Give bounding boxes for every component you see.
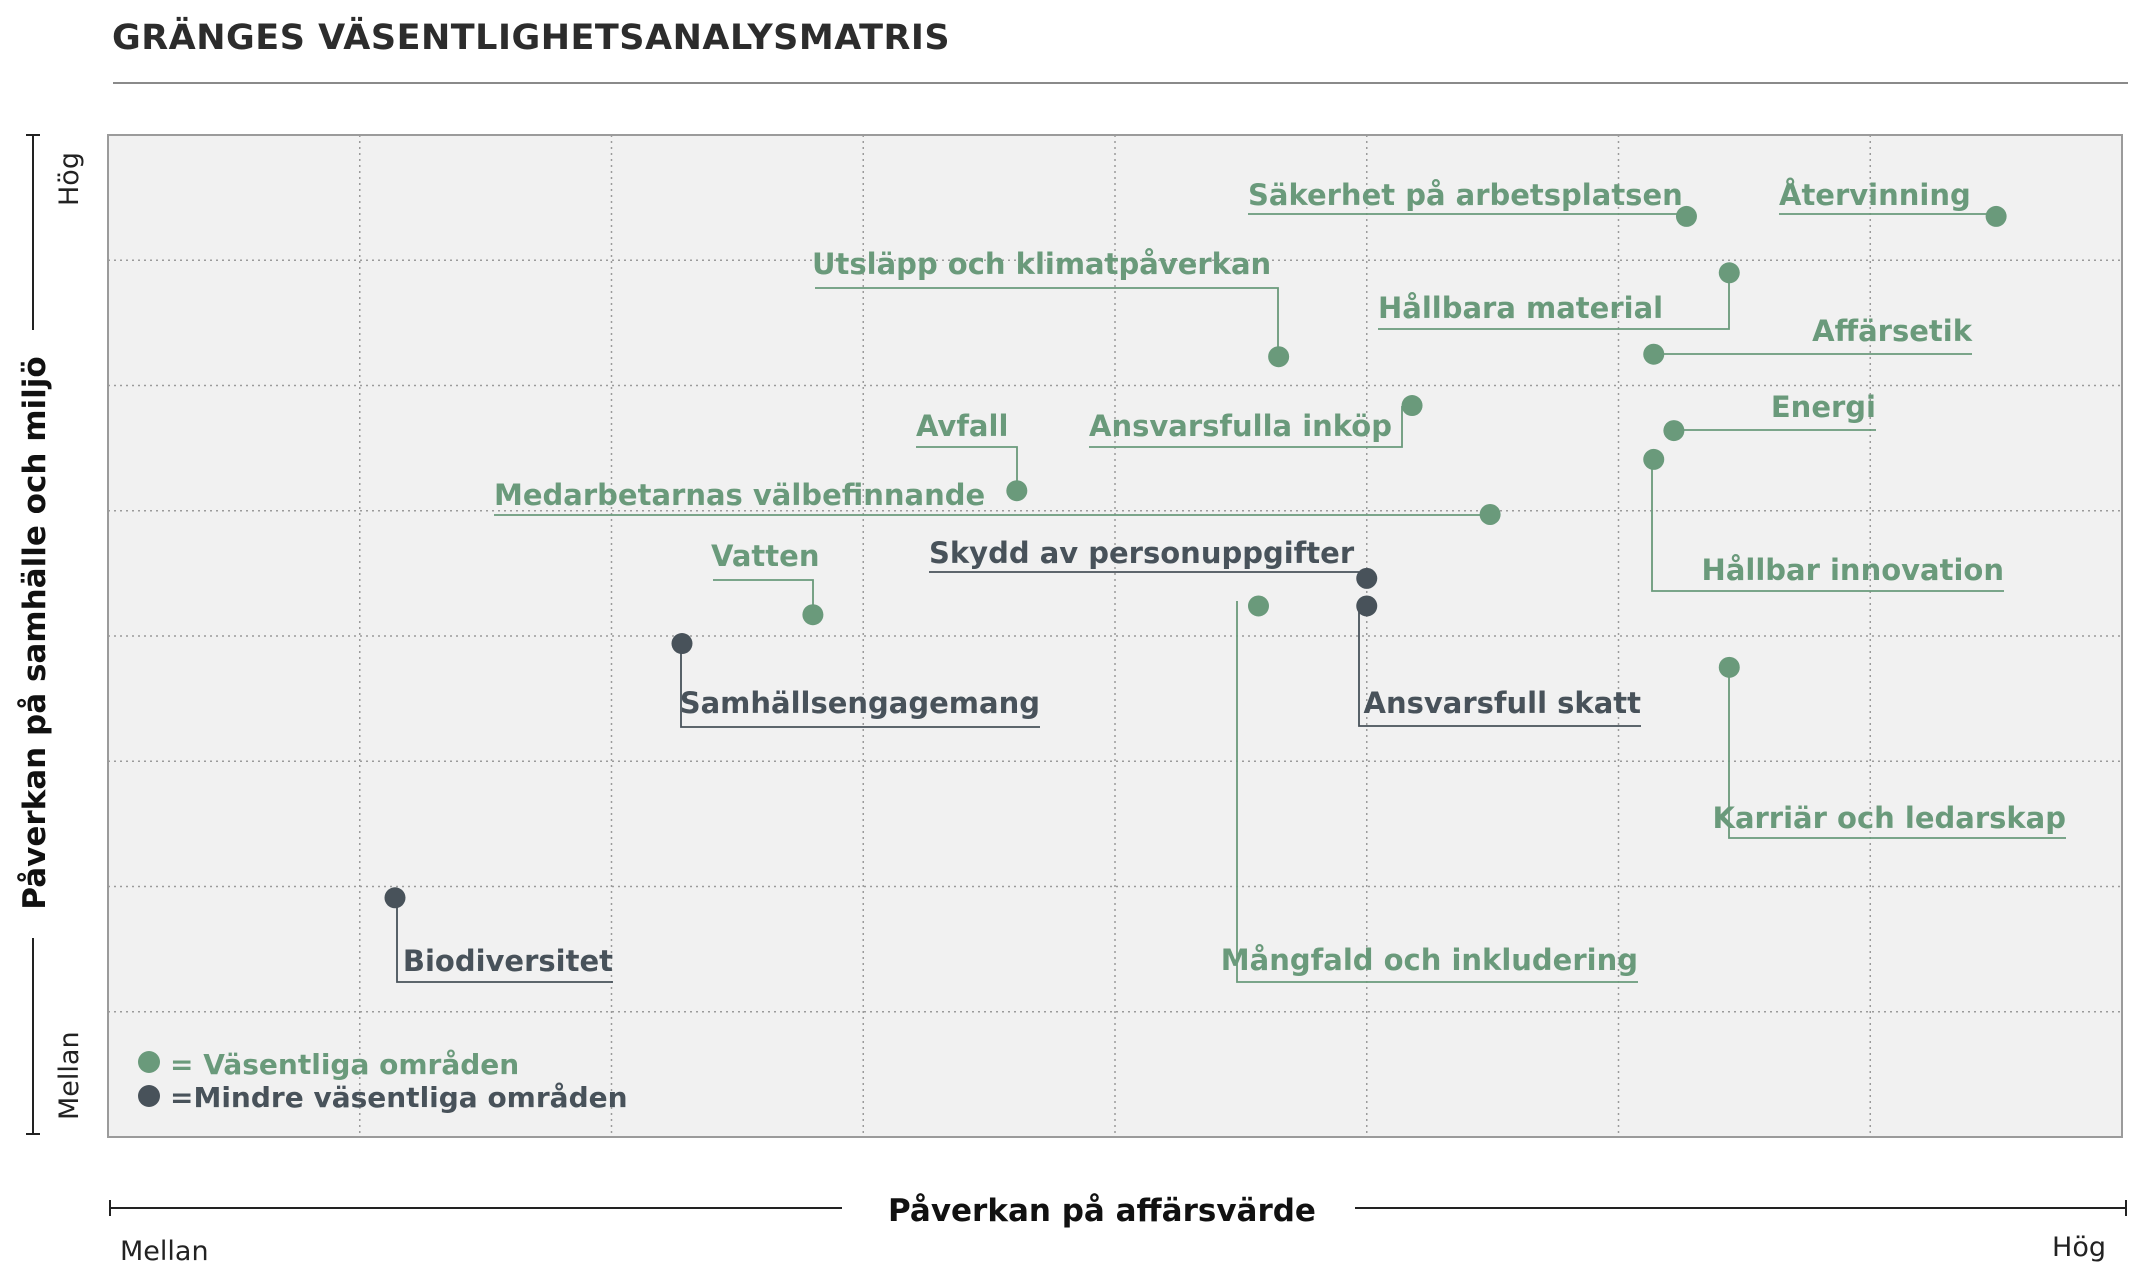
label-energi: Energi: [1771, 390, 1876, 424]
legend: = Väsentliga områden =Mindre väsentliga …: [138, 1048, 628, 1114]
point-hallbar-innovation: [1643, 448, 1665, 470]
legend-dot-less-material: [138, 1085, 160, 1107]
leader-line-utslapp-och-klimatpaverkan: [815, 287, 1279, 357]
chart-title: GRÄNGES VÄSENTLIGHETSANALYSMATRIS: [112, 16, 950, 58]
point-affarsetik: [1643, 343, 1665, 365]
x-axis-title: Påverkan på affärsvärde: [888, 1193, 1316, 1229]
label-biodiversitet: Biodiversitet: [403, 944, 613, 978]
label-samhallsengagemang: Samhällsengagemang: [680, 686, 1040, 720]
label-vatten: Vatten: [711, 539, 819, 573]
y-axis-title: Påverkan på samhälle och miljö: [17, 356, 53, 909]
leader-line-avfall: [916, 446, 1018, 490]
y-axis: [26, 134, 40, 1135]
x-tick-mid: Mellan: [120, 1236, 209, 1267]
point-mangfald-och-inkludering: [1247, 595, 1269, 617]
x-axis: [109, 1200, 2127, 1216]
leader-line-sakerhet-pa-arbetsplatsen: [1248, 213, 1686, 215]
point-karriar-och-ledarskap: [1718, 656, 1740, 678]
point-utslapp-och-klimatpaverkan: [1268, 346, 1290, 368]
point-avfall: [1006, 480, 1028, 502]
point-energi: [1663, 420, 1685, 442]
leader-line-ansvarsfulla-inkop: [1089, 406, 1403, 448]
point-atervinning: [1985, 205, 2007, 227]
point-ansvarsfull-skatt: [1356, 595, 1378, 617]
label-medarbetarnas-valbefinnande: Medarbetarnas välbefinnande: [494, 478, 985, 512]
leader-line-ansvarsfull-skatt: [1358, 601, 1641, 727]
label-ansvarsfulla-inkop: Ansvarsfulla inköp: [1089, 409, 1392, 443]
label-skydd-av-personuppgifter: Skydd av personuppgifter: [929, 536, 1355, 570]
point-biodiversitet: [384, 887, 406, 909]
grid-lines: [108, 135, 2122, 1137]
label-utslapp-och-klimatpaverkan: Utsläpp och klimatpåverkan: [812, 247, 1271, 281]
legend-text-less-material: =Mindre väsentliga områden: [170, 1081, 628, 1114]
leader-line-vatten: [713, 579, 814, 613]
legend-dot-material: [138, 1051, 160, 1073]
label-sakerhet-pa-arbetsplatsen: Säkerhet på arbetsplatsen: [1248, 178, 1683, 212]
label-avfall: Avfall: [916, 409, 1008, 443]
leader-line-hallbar-innovation: [1651, 460, 2004, 592]
leader-line-samhallsengagemang: [680, 640, 1040, 728]
label-affarsetik: Affärsetik: [1812, 314, 1973, 348]
plot-area: [107, 134, 2123, 1138]
point-sakerhet-pa-arbetsplatsen: [1675, 205, 1697, 227]
point-medarbetarnas-valbefinnande: [1479, 504, 1501, 526]
leader-line-biodiversitet: [396, 893, 613, 983]
point-ansvarsfulla-inkop: [1401, 395, 1423, 417]
label-hallbar-innovation: Hållbar innovation: [1702, 553, 2004, 587]
label-ansvarsfull-skatt: Ansvarsfull skatt: [1364, 686, 1642, 720]
legend-text-material: = Väsentliga områden: [170, 1048, 519, 1081]
label-hallbara-material: Hållbara material: [1378, 291, 1663, 325]
data-points: Säkerhet på arbetsplatsen Återvinning Håll…: [384, 178, 2066, 983]
point-skydd-av-personuppgifter: [1356, 567, 1378, 589]
point-hallbara-material: [1718, 262, 1740, 284]
y-tick-high: Hög: [54, 152, 85, 206]
label-karriar-och-ledarskap: Karriär och ledarskap: [1712, 801, 2066, 835]
y-tick-mid: Mellan: [54, 1031, 85, 1120]
x-tick-high: Hög: [2052, 1232, 2106, 1263]
leader-line-mangfald-och-inkludering: [1236, 601, 1638, 983]
point-vatten: [802, 604, 824, 626]
leader-line-hallbara-material: [1378, 272, 1730, 330]
label-atervinning: Återvinning: [1779, 178, 1971, 212]
leader-line-karriar-och-ledarskap: [1728, 663, 2066, 839]
label-mangfald-och-inkludering: Mångfald och inkludering: [1221, 943, 1638, 977]
point-samhallsengagemang: [671, 633, 693, 655]
